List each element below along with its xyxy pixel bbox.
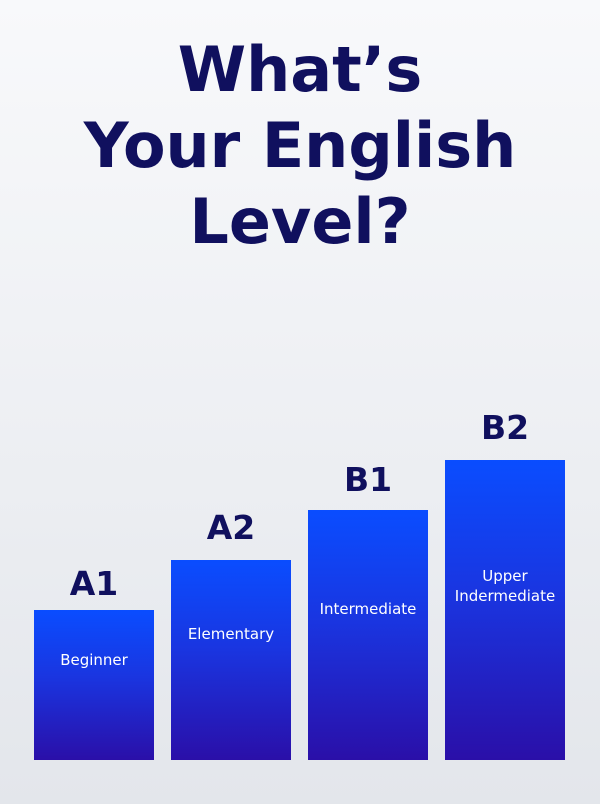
level-label: Beginner [60,651,128,669]
level-code-a1: A1 [69,564,119,603]
level-bar-b2: Upper Indermediate [445,460,565,760]
level-code-a2: A2 [206,508,256,547]
level-code-b1: B1 [343,460,393,499]
level-bar-a1: Beginner [34,610,154,760]
title-line: What’s [177,33,423,106]
level-bar-a2: Elementary [171,560,291,760]
level-bar-b1: Intermediate [308,510,428,760]
level-label: Elementary [187,625,275,643]
title-line: Level? [189,185,411,258]
level-label: Intermediate [319,600,417,618]
title-line: Your English [83,109,517,182]
page-title: What’s Your English Level? [0,32,600,260]
level-code-b2: B2 [480,408,530,447]
level-label: Upper Indermediate [454,567,556,605]
